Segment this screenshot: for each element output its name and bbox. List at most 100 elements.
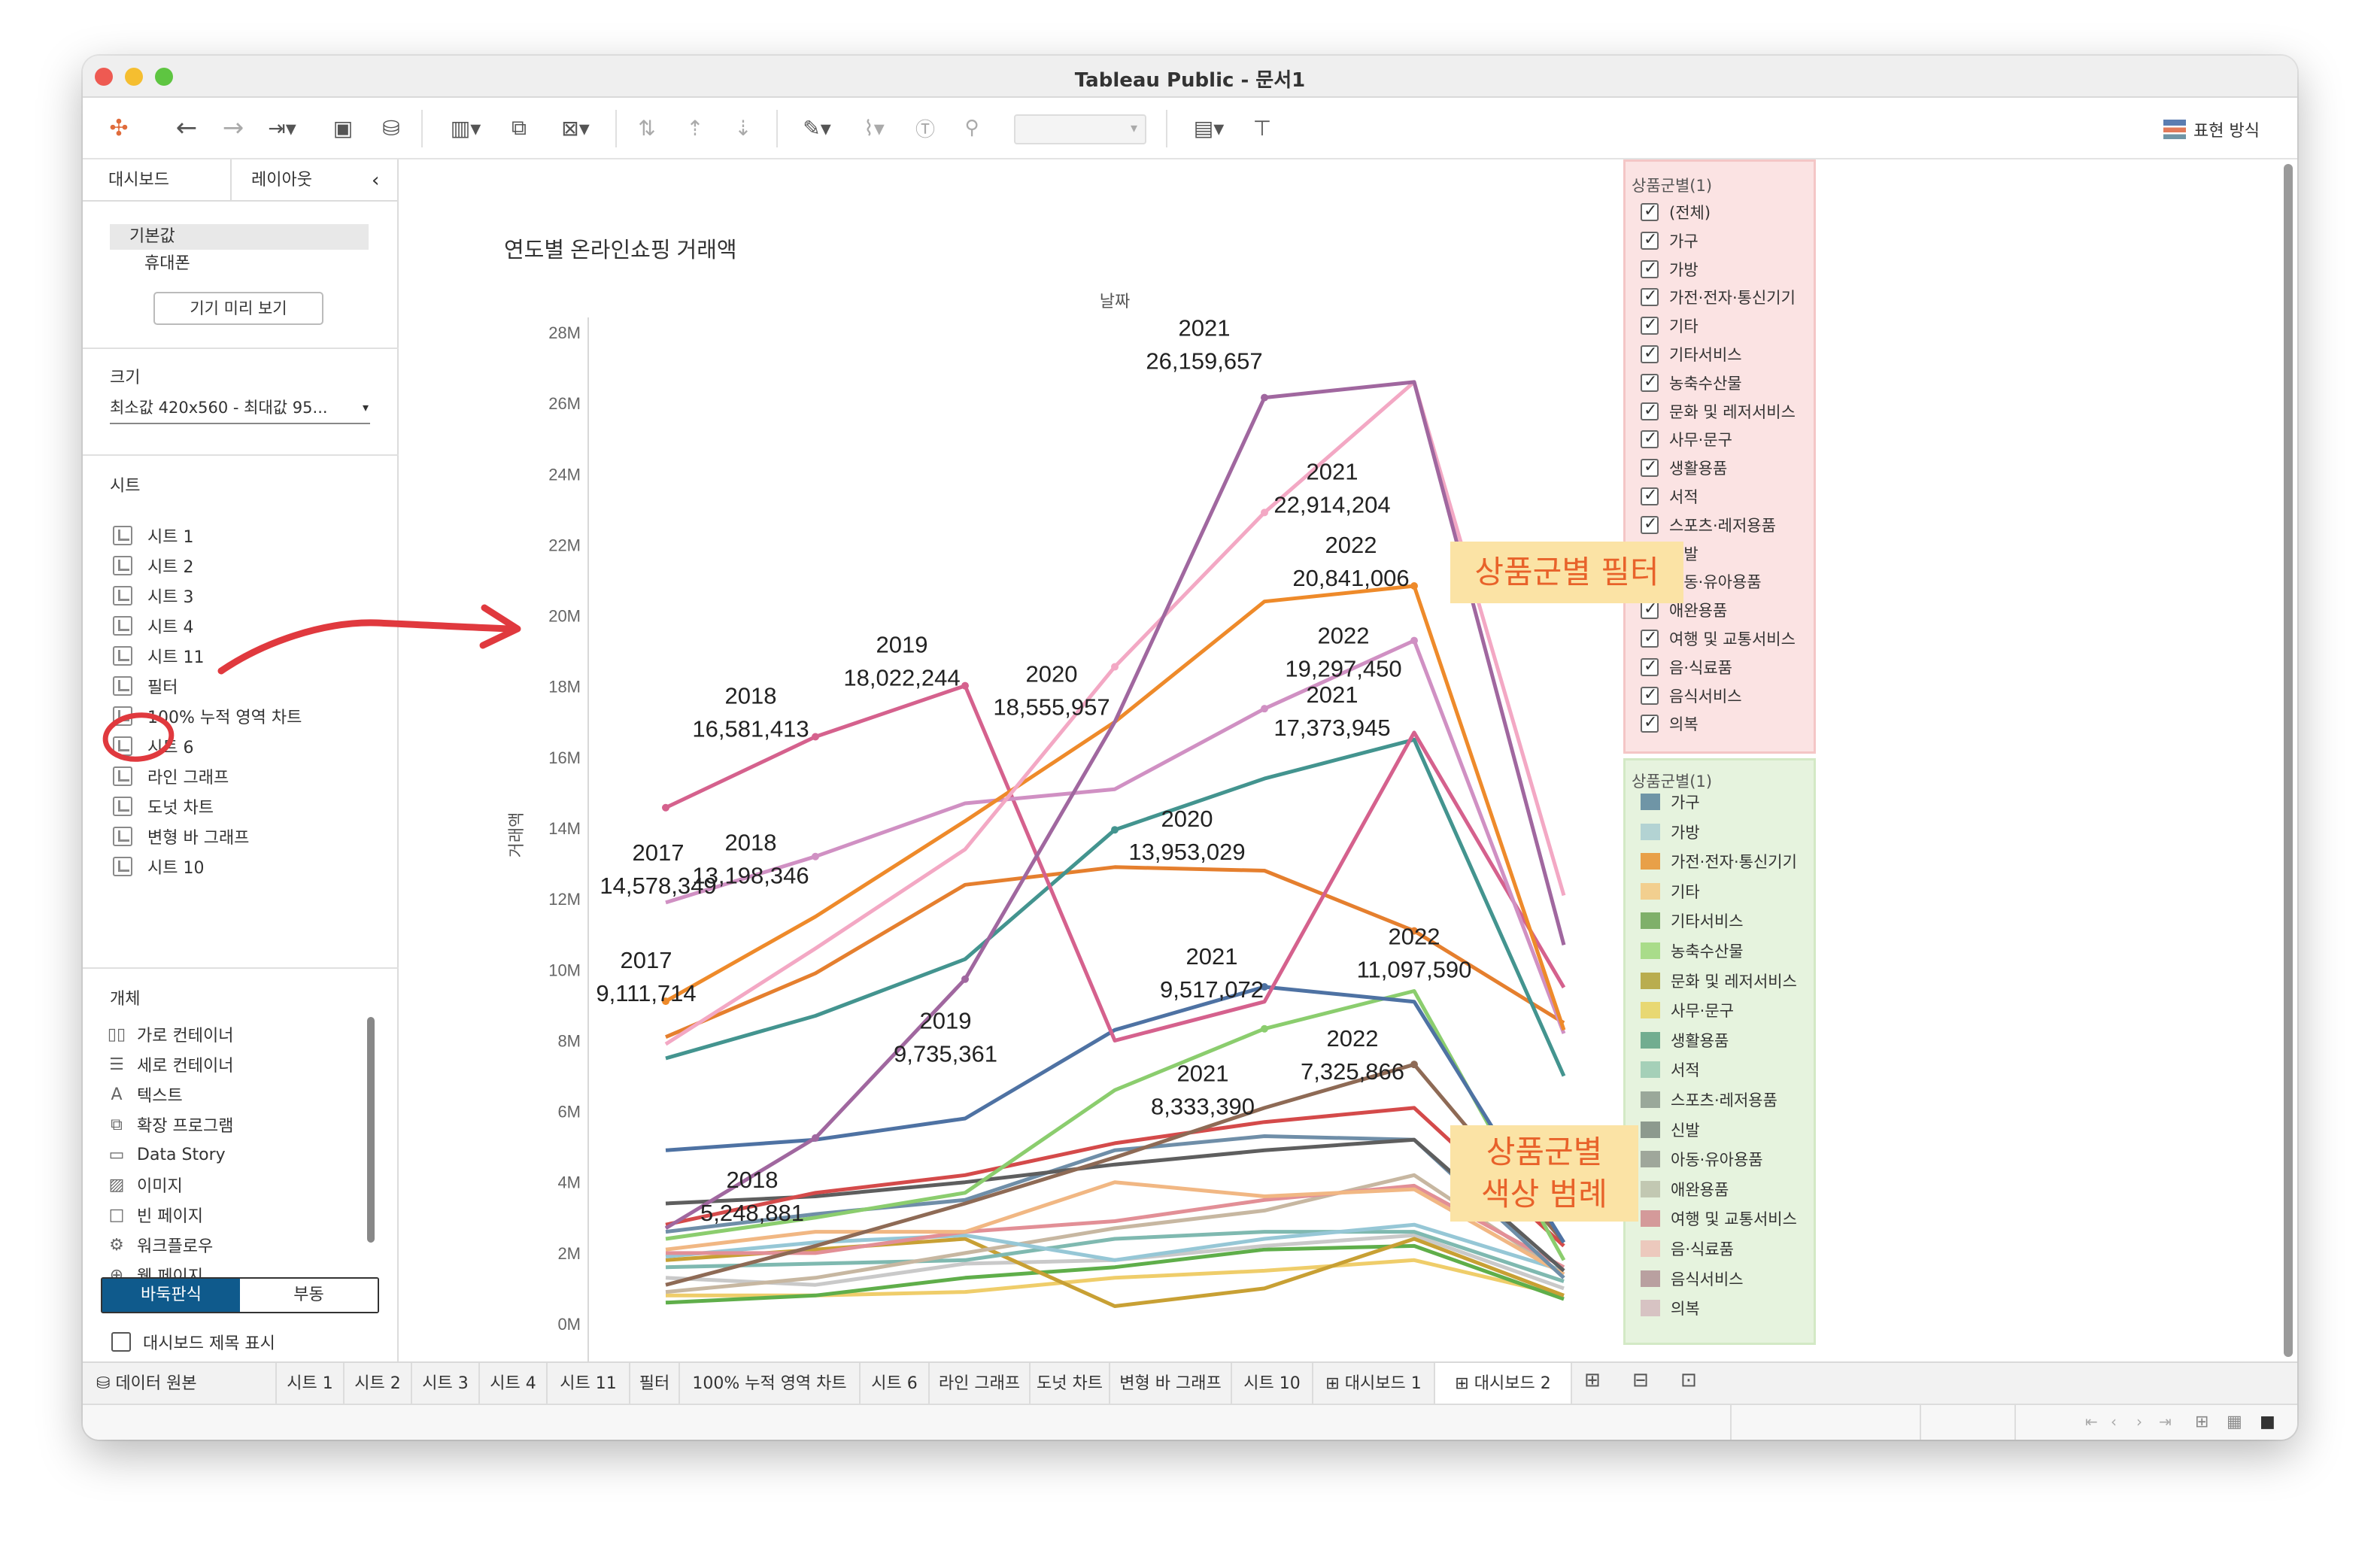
legend-item[interactable]: 가전·전자·통신기기 — [1641, 850, 1797, 873]
data-point[interactable] — [1261, 1024, 1268, 1033]
filter-option[interactable]: 기타 — [1641, 314, 1698, 337]
show-me-button[interactable]: 표현 방식 — [2163, 114, 2260, 144]
filter-option[interactable]: 기타서비스 — [1641, 343, 1742, 366]
presentation-icon[interactable]: ⊤ — [1252, 115, 1272, 141]
legend-item[interactable]: 문화 및 레저서비스 — [1641, 970, 1797, 992]
save-icon[interactable]: ▣ — [332, 115, 354, 141]
data-point[interactable] — [662, 997, 669, 1006]
swap-icon[interactable]: ⇅ — [638, 115, 656, 141]
tiled-button[interactable]: 바둑판식 — [102, 1279, 240, 1312]
legend-item[interactable]: 스포츠·레저용품 — [1641, 1088, 1777, 1111]
object-item[interactable]: A 텍스트 — [105, 1082, 182, 1107]
checkbox-checked-icon[interactable] — [1641, 599, 1659, 620]
legend-item[interactable]: 서적 — [1641, 1058, 1700, 1081]
redo-icon[interactable]: → — [222, 113, 244, 143]
show-title-checkbox-row[interactable]: 대시보드 제목 표시 — [111, 1330, 275, 1354]
series-line[interactable] — [665, 1237, 1565, 1308]
sheet-item[interactable]: 시트 10 — [113, 853, 204, 880]
floating-button[interactable]: 부동 — [240, 1279, 378, 1312]
sheet-item[interactable]: 도넛 차트 — [113, 793, 214, 820]
sheet-item[interactable]: 라인 그래프 — [113, 763, 229, 790]
legend-item[interactable]: 아동·유아용품 — [1641, 1148, 1763, 1170]
checkbox-checked-icon[interactable] — [1641, 202, 1659, 221]
fit-dropdown[interactable]: ▾ — [1014, 114, 1146, 144]
checkbox-checked-icon[interactable] — [1641, 628, 1659, 648]
legend-item[interactable]: 애완용품 — [1641, 1178, 1729, 1200]
sheet-item[interactable]: 100% 누적 영역 차트 — [113, 703, 302, 730]
sheet-tab[interactable]: 시트 3 — [412, 1363, 480, 1405]
checkbox-checked-icon[interactable] — [1641, 457, 1659, 478]
new-datasource-icon[interactable]: ⛁ — [382, 115, 400, 141]
filter-option[interactable]: 스포츠·레저용품 — [1641, 514, 1776, 536]
series-line[interactable] — [665, 1230, 1565, 1283]
data-point[interactable] — [812, 852, 819, 860]
sheet-tab[interactable]: 시트 1 — [277, 1363, 345, 1405]
new-sheet-icon[interactable]: ▥▾ — [450, 115, 481, 141]
series-line[interactable] — [666, 1183, 1565, 1269]
attach-icon[interactable]: ⌇▾ — [864, 115, 885, 141]
data-point[interactable] — [1111, 826, 1119, 834]
filter-option[interactable]: 가방 — [1641, 258, 1698, 281]
series-line[interactable] — [665, 1137, 1565, 1273]
filter-option[interactable]: 생활용품 — [1641, 457, 1727, 479]
sheet-item[interactable]: 변형 바 그래프 — [113, 823, 249, 850]
close-window-button[interactable] — [95, 68, 113, 86]
legend-item[interactable]: 가구 — [1641, 791, 1700, 813]
next-page-icon[interactable]: › — [2136, 1413, 2142, 1431]
undo-icon[interactable]: ← — [175, 113, 198, 143]
sheet-item[interactable]: 시트 3 — [113, 582, 193, 609]
checkbox-checked-icon[interactable] — [1641, 657, 1659, 676]
series-line[interactable] — [665, 1222, 1565, 1273]
sheet-tab[interactable]: 필터 — [630, 1363, 680, 1405]
sort-asc-icon[interactable]: ⇡ — [686, 115, 704, 141]
data-point[interactable] — [812, 1134, 819, 1142]
sheet-item[interactable]: 시트 11 — [113, 642, 204, 669]
data-point[interactable] — [1111, 663, 1119, 671]
sheet-tab[interactable]: 시트 6 — [861, 1363, 930, 1405]
series-line[interactable] — [665, 1180, 1565, 1276]
show-title-checkbox[interactable] — [111, 1332, 131, 1352]
replay-icon[interactable]: ⇥▾ — [268, 115, 296, 141]
data-point[interactable] — [1410, 927, 1418, 935]
filter-option[interactable]: 여행 및 교통서비스 — [1641, 627, 1796, 650]
chart-size-icon[interactable]: ▤▾ — [1193, 115, 1225, 141]
object-item[interactable]: ▯▯ 가로 컨테이너 — [105, 1021, 234, 1047]
legend-item[interactable]: 기타 — [1641, 880, 1700, 903]
legend-item[interactable]: 기타서비스 — [1641, 909, 1744, 932]
data-point[interactable] — [1261, 508, 1268, 517]
new-dashboard-icon[interactable]: ⊟ — [1632, 1369, 1649, 1392]
tab-layout[interactable]: 레이아웃 — [251, 171, 312, 190]
filter-option[interactable]: 음식서비스 — [1641, 684, 1742, 707]
checkbox-checked-icon[interactable] — [1641, 315, 1659, 335]
prev-page-icon[interactable]: ‹ — [2111, 1413, 2117, 1431]
filmstrip-view-icon[interactable]: ▦ — [2227, 1413, 2242, 1431]
tab-data-source[interactable]: ⛁ 데이터 원본 — [83, 1363, 277, 1405]
size-dropdown[interactable]: 최소값 420x560 - 최대값 95... ▾ — [110, 394, 370, 424]
checkbox-checked-icon[interactable] — [1641, 429, 1659, 449]
data-point[interactable] — [1261, 393, 1268, 402]
filter-option[interactable]: 음·식료품 — [1641, 656, 1732, 678]
object-item[interactable]: □ 빈 페이지 — [105, 1202, 203, 1228]
zoom-window-button[interactable] — [155, 68, 173, 86]
data-point[interactable] — [961, 975, 969, 983]
checkbox-checked-icon[interactable] — [1641, 685, 1659, 705]
data-point[interactable] — [812, 733, 819, 741]
legend-item[interactable]: 사무·문구 — [1641, 999, 1734, 1021]
series-line[interactable] — [664, 380, 1566, 1231]
data-point[interactable] — [1261, 705, 1268, 713]
filter-option[interactable]: 가전·전자·통신기기 — [1641, 286, 1796, 308]
sheet-tab[interactable]: ⊞ 대시보드 2 — [1435, 1363, 1572, 1405]
legend-item[interactable]: 음식서비스 — [1641, 1267, 1744, 1290]
sheet-tab[interactable]: 도넛 차트 — [1031, 1363, 1110, 1405]
sheet-tab[interactable]: 시트 4 — [480, 1363, 548, 1405]
checkbox-checked-icon[interactable] — [1641, 401, 1659, 420]
legend-item[interactable]: 가방 — [1641, 821, 1700, 843]
duplicate-icon[interactable]: ⧉ — [512, 115, 527, 140]
filter-option[interactable]: 의복 — [1641, 712, 1698, 735]
data-point[interactable] — [1261, 983, 1268, 991]
series-line[interactable] — [665, 1106, 1565, 1248]
sheet-tab[interactable]: 시트 10 — [1232, 1363, 1313, 1405]
object-item[interactable]: ☰ 세로 컨테이너 — [105, 1052, 233, 1077]
legend-item[interactable]: 여행 및 교통서비스 — [1641, 1207, 1797, 1230]
legend-item[interactable]: 신발 — [1641, 1118, 1700, 1141]
